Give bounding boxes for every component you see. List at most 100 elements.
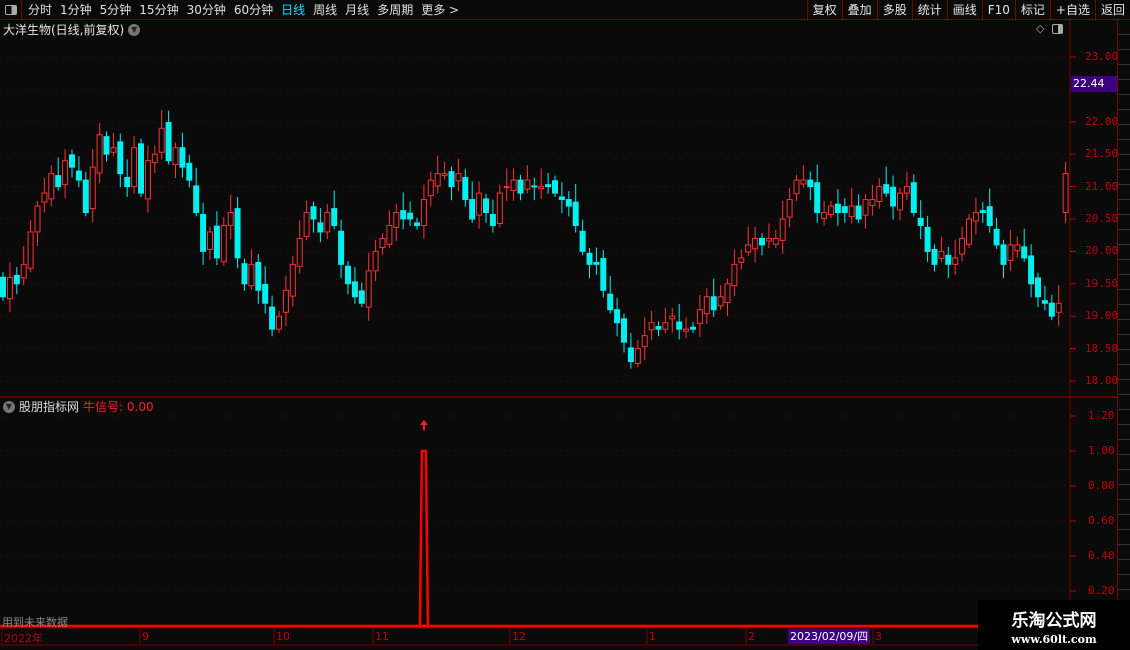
candle-body — [172, 147, 179, 166]
period-tab[interactable]: 15分钟 — [139, 3, 179, 17]
candle-body — [883, 184, 890, 194]
candle-body — [441, 173, 448, 177]
candle-body — [545, 184, 552, 188]
candle-body — [648, 322, 655, 331]
candle-body — [828, 205, 834, 215]
signal-spike — [418, 449, 430, 628]
chevron-down-icon[interactable]: ▼ — [128, 23, 141, 36]
current-price-label: 22.44 — [1071, 76, 1117, 92]
indicator-tick: 0.80 — [1088, 479, 1115, 492]
candle-body — [800, 179, 807, 185]
time-label: 9 — [142, 630, 149, 643]
candle-body — [483, 198, 489, 214]
candle-body — [234, 208, 241, 259]
candle-body — [186, 162, 193, 181]
candle-body — [621, 318, 627, 343]
candle-body — [855, 205, 862, 220]
watermark-url: www.60lt.com — [1011, 633, 1097, 646]
toolbar-button[interactable]: F10 — [981, 0, 1015, 20]
candle-body — [938, 250, 945, 260]
candle-body — [593, 261, 600, 265]
candle-body — [407, 212, 414, 220]
toolbar-right-buttons: 复权 叠加 多股 统计 画线 F10 标记 +自选 返回 — [806, 0, 1130, 20]
time-label: 12 — [512, 630, 526, 643]
candle-body — [1014, 244, 1021, 252]
candle-body — [848, 205, 855, 217]
candle-body — [959, 237, 966, 255]
toolbar-button[interactable]: 复权 — [806, 0, 842, 20]
period-tab[interactable]: 5分钟 — [99, 3, 132, 17]
toolbar-button[interactable]: 返回 — [1094, 0, 1130, 20]
candle-body — [731, 263, 738, 287]
toolbar-button[interactable]: 画线 — [946, 0, 982, 20]
candle-body — [552, 180, 558, 194]
candle-body — [1028, 255, 1035, 285]
period-tab[interactable]: 日线 — [281, 3, 306, 17]
toolbar-button[interactable]: +自选 — [1049, 0, 1095, 20]
candle-body — [807, 179, 814, 188]
period-tabs: 分时 1分钟 5分钟 15分钟 30分钟 60分钟 日线 周线 月线 多周期 更多 > — [24, 1, 463, 18]
candle-body — [814, 182, 821, 214]
watermark-name: 乐淘公式网 — [1011, 611, 1097, 631]
candle-body — [420, 199, 427, 226]
period-tab[interactable]: 月线 — [345, 3, 370, 17]
candle-body — [876, 186, 883, 203]
candle-body — [262, 283, 269, 304]
period-tab[interactable]: 1分钟 — [60, 3, 92, 17]
candle-body — [131, 147, 138, 188]
period-tab[interactable]: 30分钟 — [186, 3, 226, 17]
panel-toggle-icon[interactable] — [0, 0, 22, 20]
candle-body — [1041, 300, 1048, 304]
candle-body — [972, 212, 979, 222]
candle-body — [979, 210, 986, 214]
period-tab[interactable]: 周线 — [313, 3, 338, 17]
period-tab[interactable]: 60分钟 — [233, 3, 274, 17]
candle-body — [917, 217, 924, 226]
chevron-down-icon[interactable]: ▼ — [3, 400, 15, 413]
period-tab[interactable]: 分时 — [28, 3, 53, 17]
toolbar-button[interactable]: 标记 — [1014, 0, 1050, 20]
diamond-icon[interactable]: ◇ — [1036, 22, 1045, 35]
candle-body — [69, 154, 75, 168]
candle-body — [710, 296, 717, 311]
candle-body — [255, 261, 262, 291]
side-panel-strip[interactable] — [1117, 20, 1130, 600]
candle-body — [696, 309, 703, 324]
candle-body — [241, 263, 248, 285]
period-tab[interactable]: 多周期 — [377, 3, 414, 17]
candle-body — [966, 218, 972, 245]
candle-body — [103, 136, 110, 155]
candle-body — [303, 212, 310, 237]
candle-body — [0, 276, 6, 298]
price-tick: 21.00 — [1085, 179, 1119, 193]
candle-body — [179, 147, 186, 168]
candle-body — [531, 185, 538, 188]
candle-body — [759, 237, 765, 246]
candle-body — [207, 231, 213, 250]
candle-body — [897, 192, 903, 211]
candle-body — [607, 293, 614, 311]
price-tick: 21.50 — [1085, 147, 1119, 161]
period-tab[interactable]: 更多 > — [421, 3, 460, 17]
candle-body — [496, 192, 503, 225]
panel-icon[interactable] — [1052, 24, 1064, 34]
toolbar-button[interactable]: 多股 — [876, 0, 912, 20]
price-tick: 18.50 — [1085, 341, 1119, 355]
candle-body — [676, 321, 683, 330]
toolbar-button[interactable]: 叠加 — [841, 0, 877, 20]
candle-body — [144, 160, 151, 200]
candle-body — [386, 224, 393, 245]
candle-body — [772, 237, 779, 245]
candle-body — [351, 281, 358, 298]
candle-body — [524, 179, 531, 190]
candle-body — [469, 199, 476, 220]
candle-body — [276, 315, 282, 330]
toolbar-button[interactable]: 统计 — [911, 0, 947, 20]
watermark: 乐淘公式网 www.60lt.com — [978, 600, 1130, 650]
candle-body — [269, 306, 276, 330]
candle-body — [151, 153, 158, 164]
candle-body — [538, 186, 545, 190]
candle-body — [213, 225, 220, 259]
candle-body — [924, 226, 931, 252]
candle-body — [931, 248, 938, 265]
